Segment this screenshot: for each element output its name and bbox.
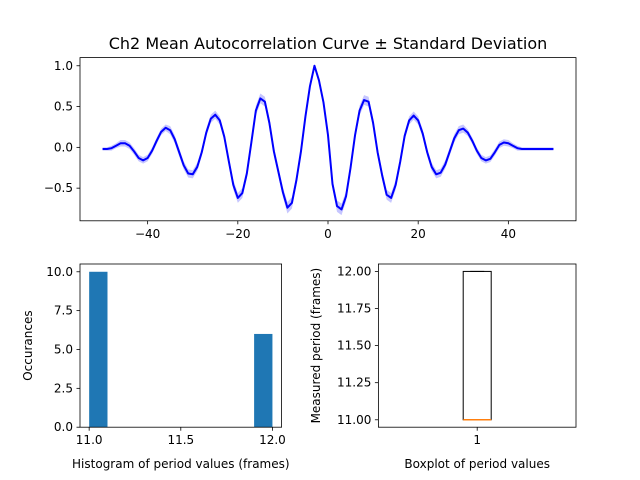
boxplot-chart: 1 11.00 11.25 11.50 11.75 12.00 Boxplot of p… [309, 263, 577, 471]
y-tick-label: 1.0 [54, 59, 73, 73]
y-tick-label: 7.5 [54, 304, 73, 318]
histogram-bar [254, 333, 273, 428]
chart-title: Ch2 Mean Autocorrelation Curve ± Standar… [109, 34, 548, 53]
x-axis-ticks: −40 −20 0 20 40 [135, 220, 516, 241]
y-tick-label: −0.5 [44, 181, 73, 195]
y-tick-label: 0.0 [54, 420, 73, 434]
y-axis-ticks: 0.0 2.5 5.0 7.5 10.0 [46, 265, 80, 434]
x-tick-label: 40 [501, 227, 516, 241]
y-tick-label: 0.0 [54, 140, 73, 154]
x-axis-ticks: 1 [473, 427, 481, 447]
y-axis-label: Occurances [21, 310, 35, 380]
x-tick-label: 11.5 [167, 433, 194, 447]
y-tick-label: 11.50 [337, 339, 371, 353]
x-tick-label: 0 [324, 227, 332, 241]
histogram-bar [89, 271, 108, 428]
x-tick-label: −20 [225, 227, 250, 241]
x-tick-label: 12.0 [259, 433, 286, 447]
autocorrelation-chart: Ch2 Mean Autocorrelation Curve ± Standar… [44, 34, 577, 241]
y-axis-ticks: −0.5 0.0 0.5 1.0 [44, 59, 80, 195]
x-tick-label: 1 [473, 433, 481, 447]
x-tick-label: −40 [135, 227, 160, 241]
x-axis-label: Boxplot of period values [404, 457, 550, 471]
y-tick-label: 11.75 [337, 302, 371, 316]
mean-line [102, 64, 554, 211]
x-tick-label: 20 [411, 227, 426, 241]
y-tick-label: 0.5 [54, 100, 73, 114]
y-tick-label: 2.5 [54, 381, 73, 395]
x-axis-ticks: 11.0 11.5 12.0 [76, 427, 286, 447]
histogram-bars [89, 271, 273, 428]
x-tick-label: 11.0 [76, 433, 103, 447]
y-axis-label: Measured period (frames) [309, 268, 323, 424]
y-tick-label: 5.0 [54, 342, 73, 356]
boxplot-marks [462, 270, 492, 421]
y-tick-label: 12.00 [337, 264, 371, 278]
y-tick-label: 11.00 [337, 413, 371, 427]
x-axis-label: Histogram of period values (frames) [72, 457, 290, 471]
y-tick-label: 11.25 [337, 376, 371, 390]
plot-frame [79, 57, 577, 222]
y-axis-ticks: 11.00 11.25 11.50 11.75 12.00 [337, 264, 379, 427]
y-tick-label: 10.0 [46, 265, 73, 279]
histogram-chart: 11.0 11.5 12.0 0.0 2.5 5.0 7.5 10.0 Histogram … [21, 263, 290, 471]
